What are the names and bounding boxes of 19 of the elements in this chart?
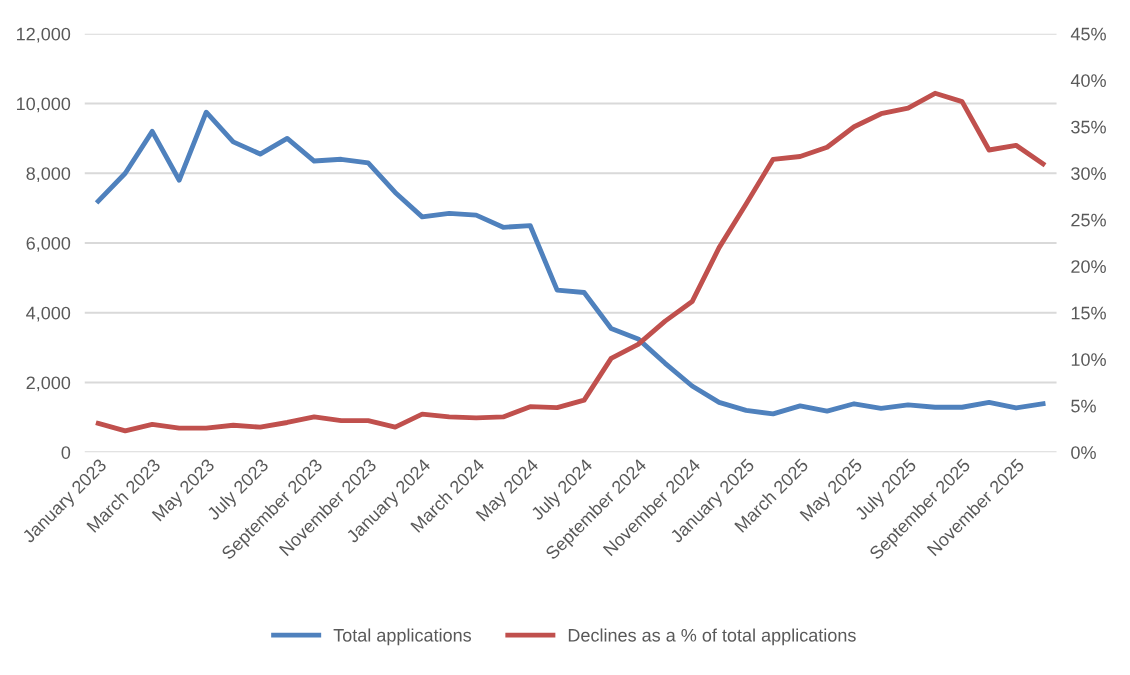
- y-tick-label: 8,000: [26, 167, 71, 183]
- y-tick-label: 0: [61, 446, 71, 459]
- y-tick-label: 12,000: [17, 27, 71, 43]
- y2-tick-label: 10%: [1071, 353, 1106, 366]
- y2-tick-label: 35%: [1071, 120, 1106, 134]
- y-tick-label: 2,000: [26, 376, 71, 392]
- y2-tick-label: 15%: [1071, 306, 1106, 320]
- legend-label: Total applications: [333, 628, 472, 646]
- y2-tick-label: 0%: [1071, 446, 1096, 459]
- y2-tick-label: 20%: [1071, 260, 1106, 273]
- y2-tick-label: 25%: [1071, 213, 1106, 227]
- legend-label: Declines as a % of total applications: [568, 628, 856, 646]
- y2-tick-label: 45%: [1070, 27, 1106, 41]
- y-tick-label: 4,000: [26, 306, 71, 322]
- y2-tick-label: 30%: [1071, 167, 1106, 180]
- y-tick-label: 10,000: [17, 97, 71, 113]
- y2-tick-label: 40%: [1070, 74, 1106, 87]
- y-tick-label: 6,000: [26, 236, 71, 252]
- y2-tick-label: 5%: [1071, 399, 1096, 413]
